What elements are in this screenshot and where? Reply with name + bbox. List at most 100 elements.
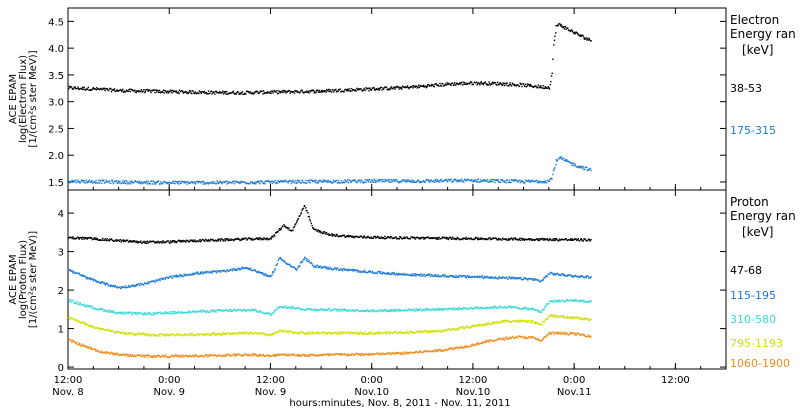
data-point xyxy=(535,321,536,322)
data-point xyxy=(457,329,458,330)
data-point xyxy=(204,241,205,242)
data-point xyxy=(272,91,273,92)
data-point xyxy=(119,182,120,183)
data-point xyxy=(128,183,129,184)
data-point xyxy=(311,223,312,224)
data-point xyxy=(363,89,364,90)
data-point xyxy=(136,240,137,241)
data-point xyxy=(275,92,276,93)
data-point xyxy=(496,84,497,85)
data-point xyxy=(225,240,226,241)
data-point xyxy=(119,181,120,182)
data-point xyxy=(125,91,126,92)
data-point xyxy=(564,315,565,316)
data-point xyxy=(211,93,212,94)
data-point xyxy=(254,355,255,356)
data-point xyxy=(487,179,488,180)
data-point xyxy=(175,275,176,276)
data-point xyxy=(319,267,320,268)
data-point xyxy=(523,238,524,239)
data-point xyxy=(547,276,548,277)
data-point xyxy=(553,315,554,316)
data-point xyxy=(154,314,155,315)
data-point xyxy=(549,88,550,89)
data-point xyxy=(465,237,466,238)
data-point xyxy=(193,335,194,336)
data-point xyxy=(401,87,402,88)
data-point xyxy=(492,181,493,182)
data-point xyxy=(450,85,451,86)
data-point xyxy=(379,89,380,90)
data-point xyxy=(194,181,195,182)
data-point xyxy=(410,238,411,239)
data-point xyxy=(336,269,337,270)
data-point xyxy=(178,181,179,182)
data-point xyxy=(292,230,293,231)
data-point xyxy=(436,181,437,182)
data-point xyxy=(371,331,372,332)
data-point xyxy=(492,306,493,307)
data-point xyxy=(333,269,334,270)
data-point xyxy=(498,84,499,85)
data-point xyxy=(94,237,95,238)
series-795-1193 xyxy=(68,314,592,336)
data-point xyxy=(474,308,475,309)
data-point xyxy=(271,334,272,335)
data-point xyxy=(187,355,188,356)
data-point xyxy=(159,90,160,91)
data-point xyxy=(583,166,584,167)
data-point xyxy=(88,87,89,88)
data-point xyxy=(374,334,375,335)
data-point xyxy=(145,241,146,242)
data-point xyxy=(327,333,328,334)
data-point xyxy=(136,312,137,313)
data-point xyxy=(239,182,240,183)
data-point xyxy=(572,30,573,31)
data-point xyxy=(583,37,584,38)
data-point xyxy=(80,181,81,182)
data-point xyxy=(157,242,158,243)
data-point xyxy=(589,240,590,241)
data-point xyxy=(138,312,139,313)
data-point xyxy=(503,320,504,321)
data-point xyxy=(95,351,96,352)
data-point xyxy=(137,284,138,285)
data-point xyxy=(126,180,127,181)
data-point xyxy=(283,92,284,93)
data-point xyxy=(329,308,330,309)
data-point xyxy=(413,87,414,88)
data-point xyxy=(437,309,438,310)
data-point xyxy=(460,179,461,180)
data-point xyxy=(446,237,447,238)
data-point xyxy=(173,311,174,312)
data-point xyxy=(270,93,271,94)
data-point xyxy=(333,180,334,181)
data-point xyxy=(325,90,326,91)
data-point xyxy=(262,272,263,273)
data-point xyxy=(79,321,80,322)
data-point xyxy=(219,239,220,240)
data-point xyxy=(405,181,406,182)
data-point xyxy=(347,269,348,270)
data-point xyxy=(227,183,228,184)
data-point xyxy=(493,307,494,308)
data-point xyxy=(407,179,408,180)
data-point xyxy=(335,181,336,182)
data-point xyxy=(437,331,438,332)
data-point xyxy=(384,179,385,180)
data-point xyxy=(183,355,184,356)
data-point xyxy=(439,181,440,182)
data-point xyxy=(360,182,361,183)
data-point xyxy=(552,59,553,60)
data-point xyxy=(526,320,527,321)
data-point xyxy=(561,156,562,157)
data-point xyxy=(387,331,388,332)
data-point xyxy=(307,259,308,260)
y-tick-label: 2.5 xyxy=(48,124,64,135)
data-point xyxy=(105,309,106,310)
data-point xyxy=(306,182,307,183)
data-point xyxy=(522,309,523,310)
data-point xyxy=(121,90,122,91)
data-point xyxy=(583,301,584,302)
data-point xyxy=(417,308,418,309)
